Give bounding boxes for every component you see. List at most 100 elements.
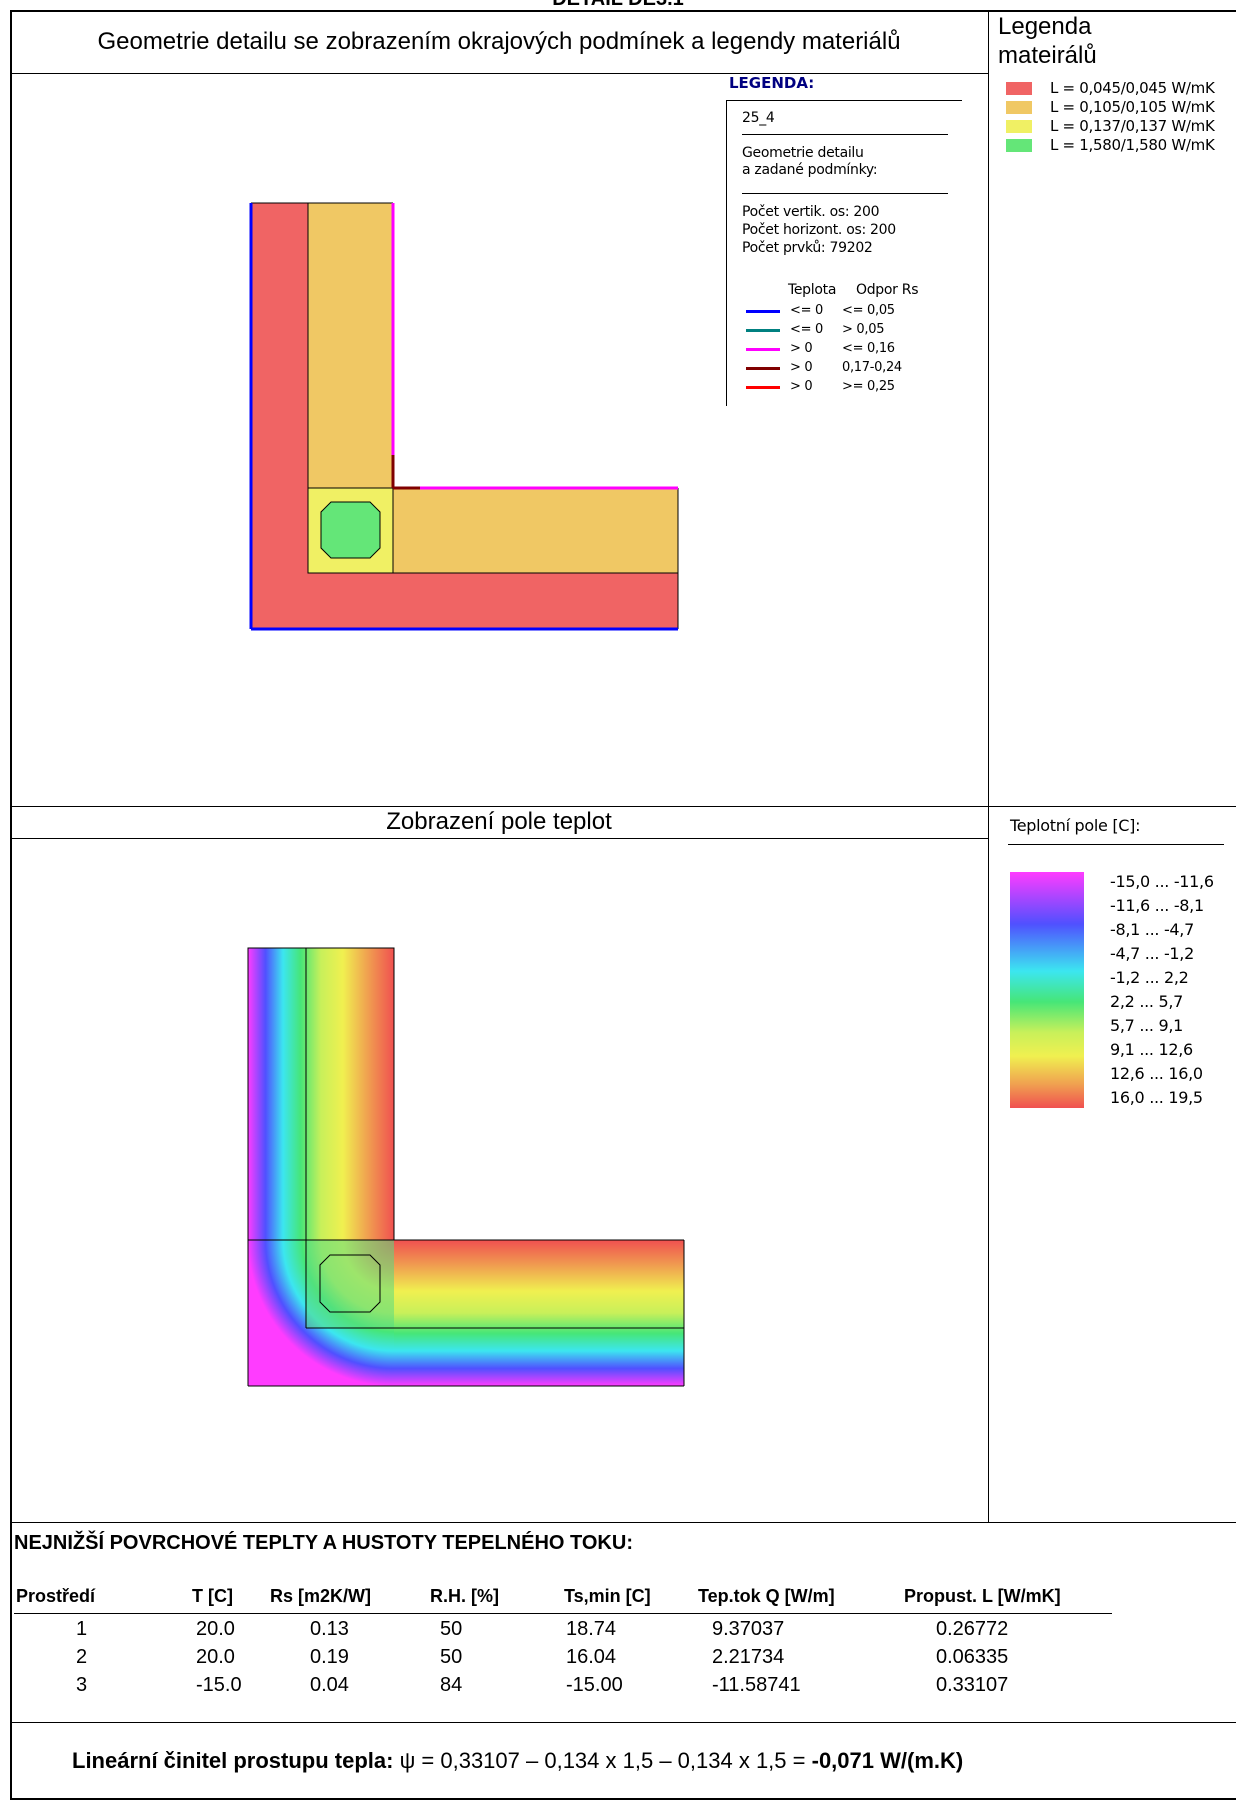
layer-horizontal [393, 488, 678, 573]
material-legend-title: Legenda mateirálů [998, 12, 1097, 70]
temp-range-item: 5,7 ... 9,1 [1110, 1016, 1184, 1035]
results-cell: 84 [440, 1674, 463, 1696]
inner-legend-line [746, 310, 780, 313]
inner-legend-temp: <= 0 [790, 322, 823, 337]
temp-range-item: 9,1 ... 12,6 [1110, 1040, 1193, 1059]
section-divider-footer [10, 1722, 1236, 1723]
temp-core-outline [319, 1254, 381, 1313]
inner-legend-rs: <= 0,05 [842, 303, 895, 318]
geometry-section-title: Geometrie detailu se zobrazením okrajový… [97, 28, 901, 55]
temp-range-item: 2,2 ... 5,7 [1110, 992, 1184, 1011]
geometry-figure [249, 202, 679, 631]
inner-legend-sep [742, 134, 948, 135]
results-header-cell: R.H. [%] [430, 1586, 499, 1606]
footer-formula: Lineární činitel prostupu tepla: ψ = 0,3… [72, 1748, 963, 1774]
material-swatch [1006, 139, 1032, 152]
results-cell: 0.04 [310, 1674, 349, 1696]
insulation-outer [251, 203, 308, 629]
footer-label: Lineární činitel prostupu tepla: [72, 1748, 394, 1773]
temp-legend-bar [1010, 872, 1084, 1108]
results-header-rule [14, 1613, 1112, 1614]
inner-legend-code: 25_4 [742, 110, 775, 126]
results-cell: 0.33107 [936, 1674, 1009, 1696]
inner-legend-temp: > 0 [790, 379, 813, 394]
inner-legend-rs: <= 0,16 [842, 341, 895, 356]
material-label: L = 0,137/0,137 W/mK [1050, 117, 1215, 135]
results-cell: 18.74 [566, 1618, 617, 1640]
temp-range-item: -15,0 ... -11,6 [1110, 872, 1214, 891]
temp-horizontal-arm [394, 1240, 684, 1386]
inner-legend-rs: >= 0,25 [842, 379, 895, 394]
results-header-cell: Ts,min [C] [564, 1586, 651, 1606]
inner-legend-box [726, 100, 962, 406]
layer-vertical [308, 203, 393, 488]
section-divider-mid [10, 806, 1236, 807]
material-label: L = 0,045/0,045 W/mK [1050, 79, 1215, 97]
inner-legend-line [746, 329, 780, 332]
header-divider-top [10, 73, 988, 74]
section-divider-results [10, 1522, 1236, 1523]
results-header-cell: Propust. L [W/mK] [904, 1586, 1061, 1606]
results-cell: 0.06335 [936, 1646, 1009, 1668]
inner-legend-count-elem: Počet prvků: 79202 [742, 240, 873, 256]
results-cell: 16.04 [566, 1646, 617, 1668]
temperature-field-title: Zobrazení pole teplot [386, 808, 612, 835]
temp-range-item: -8,1 ... -4,7 [1110, 920, 1194, 939]
inner-legend-col-rs: Odpor Rs [856, 282, 919, 298]
results-cell: 2.21734 [712, 1646, 785, 1668]
results-cell: 20.0 [196, 1618, 235, 1640]
header-divider-mid [10, 838, 988, 839]
document-title: DETAIL DE3.1 [0, 0, 1236, 11]
inner-legend-line [746, 348, 780, 351]
results-cell: 3 [76, 1674, 88, 1696]
temp-range-item: -4,7 ... -1,2 [1110, 944, 1194, 963]
insulation-bottom [251, 573, 678, 629]
results-header-cell: T [C] [192, 1586, 233, 1606]
inner-legend-line [746, 386, 780, 389]
temp-range-item: -1,2 ... 2,2 [1110, 968, 1189, 987]
inner-legend-rs: > 0,05 [842, 322, 885, 337]
material-label: L = 0,105/0,105 W/mK [1050, 98, 1215, 116]
temp-range-item: 12,6 ... 16,0 [1110, 1064, 1203, 1083]
results-header-cell: Tep.tok Q [W/m] [698, 1586, 835, 1606]
footer-formula-text: ψ = 0,33107 – 0,134 x 1,5 – 0,134 x 1,5 … [399, 1748, 806, 1773]
inner-legend-temp: > 0 [790, 341, 813, 356]
column-divider [988, 10, 989, 1522]
inner-legend-col-temp: Teplota [788, 282, 837, 298]
inner-legend-count-vert: Počet vertik. os: 200 [742, 204, 880, 220]
inner-legend-title: LEGENDA: [729, 74, 815, 92]
results-header-cell: Rs [m2K/W] [270, 1586, 372, 1606]
results-cell: -15.00 [566, 1674, 623, 1696]
temp-range-item: -11,6 ... -8,1 [1110, 896, 1204, 915]
geometry-materials [251, 203, 678, 629]
inner-legend-geom-2: a zadané podmínky: [742, 162, 878, 178]
inner-legend-line [746, 367, 780, 370]
results-cell: -15.0 [196, 1674, 242, 1696]
results-cell: 50 [440, 1646, 463, 1668]
inner-legend-temp: <= 0 [790, 303, 823, 318]
footer-result: -0,071 W/(m.K) [811, 1748, 964, 1773]
results-cell: 50 [440, 1618, 463, 1640]
temperature-field-figure [247, 947, 685, 1387]
results-cell: 9.37037 [712, 1618, 785, 1640]
inner-legend-count-horiz: Počet horizont. os: 200 [742, 222, 896, 238]
temp-legend-title: Teplotní pole [C]: [1010, 816, 1141, 835]
results-header-cell: Prostředí [16, 1586, 96, 1606]
results-cell: -11.58741 [712, 1674, 801, 1696]
results-cell: 20.0 [196, 1646, 235, 1668]
legend-title-line1: Legenda [998, 13, 1092, 40]
temp-range-item: 16,0 ... 19,5 [1110, 1088, 1203, 1107]
results-cell: 0.26772 [936, 1618, 1009, 1640]
temp-corner-block [306, 1240, 394, 1328]
results-cell: 2 [76, 1646, 88, 1668]
material-swatch [1006, 101, 1032, 114]
temp-legend-rule [1008, 844, 1224, 845]
inner-legend-rs: 0,17-0,24 [842, 360, 902, 375]
results-cell: 0.13 [310, 1618, 349, 1640]
inner-legend-sep [742, 193, 948, 194]
material-label: L = 1,580/1,580 W/mK [1050, 136, 1215, 154]
results-title: NEJNIŽŠÍ POVRCHOVÉ TEPLTY A HUSTOTY TEPE… [14, 1532, 633, 1554]
material-swatch [1006, 82, 1032, 95]
results-cell: 0.19 [310, 1646, 349, 1668]
legend-title-line2: mateirálů [998, 42, 1097, 69]
